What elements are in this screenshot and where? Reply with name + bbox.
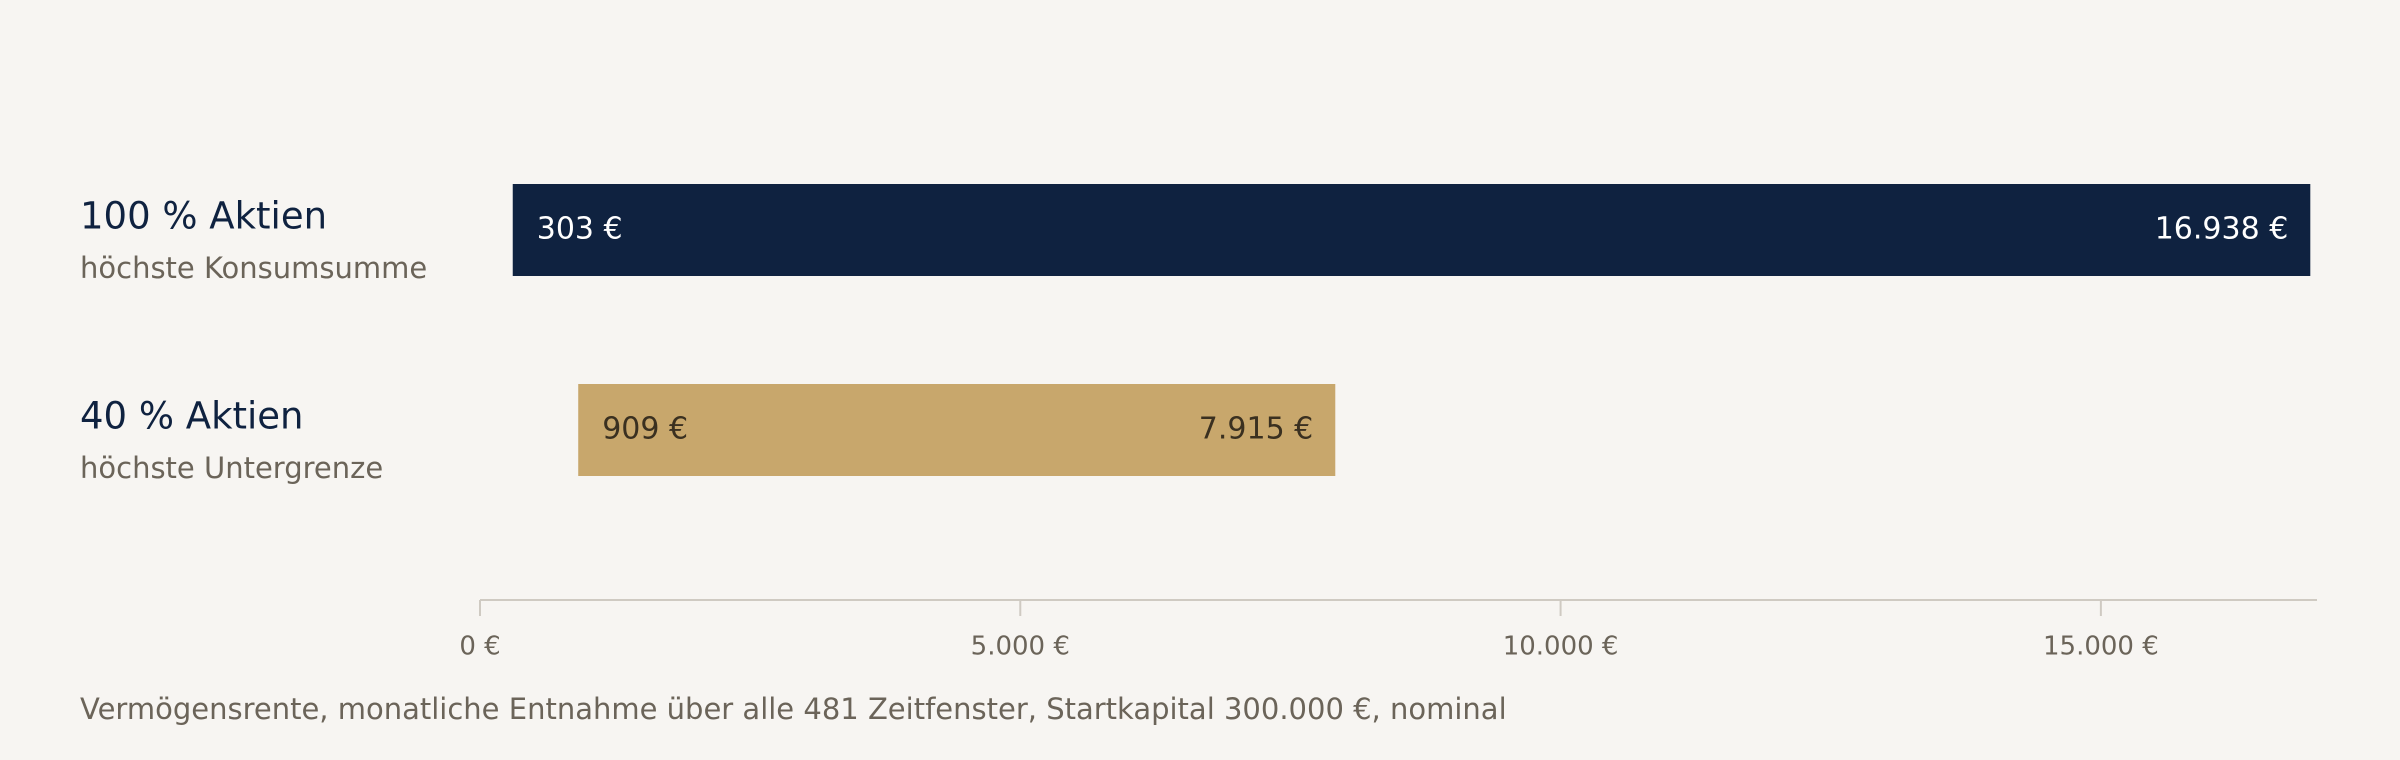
x-tick-label: 10.000 €: [1503, 632, 1619, 662]
category-subtitle: höchste Konsumsumme: [80, 251, 427, 285]
category-subtitle: höchste Untergrenze: [80, 451, 383, 485]
category-label: 40 % Aktien: [80, 395, 304, 438]
x-tick-label: 15.000 €: [2043, 632, 2159, 662]
bar-low-label: 303 €: [537, 212, 623, 247]
bar: [578, 384, 1336, 476]
bar-low-label: 909 €: [602, 412, 688, 447]
bar-high-label: 7.915 €: [1199, 412, 1314, 447]
category-label: 100 % Aktien: [80, 195, 327, 238]
caption: Vermögensrente, monatliche Entnahme über…: [80, 692, 1507, 726]
x-tick-label: 0 €: [459, 632, 500, 662]
bar-high-label: 16.938 €: [2155, 212, 2289, 247]
x-tick-label: 5.000 €: [971, 632, 1070, 662]
bar: [512, 184, 2311, 276]
